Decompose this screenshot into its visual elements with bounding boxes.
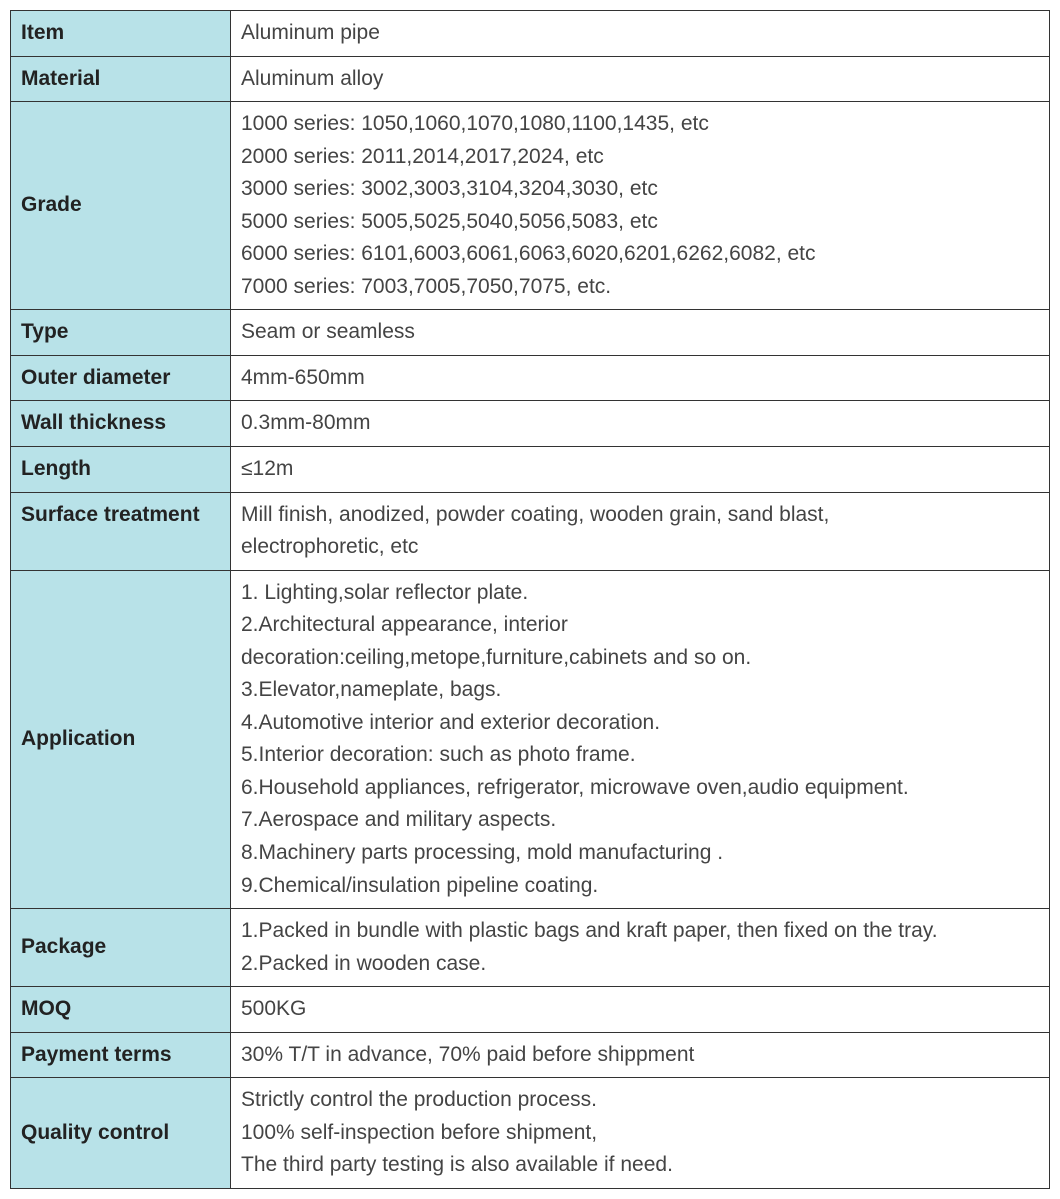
value-line: 7.Aerospace and military aspects. [241, 804, 1039, 837]
value-line: 2.Architectural appearance, interior [241, 609, 1039, 642]
row-label: Wall thickness [11, 401, 231, 447]
value-line: Strictly control the production process. [241, 1084, 1039, 1117]
row-label: Package [11, 909, 231, 987]
value-line: 8.Machinery parts processing, mold manuf… [241, 837, 1039, 870]
value-line: electrophoretic, etc [241, 531, 1039, 564]
row-label: Outer diameter [11, 355, 231, 401]
row-value: Aluminum alloy [231, 56, 1050, 102]
row-value: Seam or seamless [231, 310, 1050, 356]
table-row: Material Aluminum alloy [11, 56, 1050, 102]
row-value: 1.Packed in bundle with plastic bags and… [231, 909, 1050, 987]
value-line: 2.Packed in wooden case. [241, 948, 1039, 981]
row-label: Length [11, 447, 231, 493]
row-label: Quality control [11, 1078, 231, 1189]
row-label: Surface treatment [11, 492, 231, 570]
row-value: 4mm-650mm [231, 355, 1050, 401]
row-label: Grade [11, 102, 231, 310]
table-row: Payment terms 30% T/T in advance, 70% pai… [11, 1032, 1050, 1078]
value-line: Aluminum pipe [241, 17, 1039, 50]
row-value: 1000 series: 1050,1060,1070,1080,1100,14… [231, 102, 1050, 310]
value-line: 0.3mm-80mm [241, 407, 1039, 440]
row-value: 500KG [231, 987, 1050, 1033]
spec-table: Item Aluminum pipe Material Aluminum alloy G… [10, 10, 1050, 1189]
value-line: 9.Chemical/insulation pipeline coating. [241, 870, 1039, 903]
value-line: 5.Interior decoration: such as photo fra… [241, 739, 1039, 772]
value-line: 1000 series: 1050,1060,1070,1080,1100,14… [241, 108, 1039, 141]
table-row: Surface treatment Mill finish, anodized, … [11, 492, 1050, 570]
row-label: Type [11, 310, 231, 356]
value-line: 5000 series: 5005,5025,5040,5056,5083, e… [241, 206, 1039, 239]
row-value: 30% T/T in advance, 70% paid before ship… [231, 1032, 1050, 1078]
row-value: Strictly control the production process.… [231, 1078, 1050, 1189]
value-line: 1.Packed in bundle with plastic bags and… [241, 915, 1039, 948]
row-value: Mill finish, anodized, powder coating, w… [231, 492, 1050, 570]
value-line: 30% T/T in advance, 70% paid before ship… [241, 1039, 1039, 1072]
row-value: 1. Lighting,solar reflector plate.2.Arch… [231, 570, 1050, 908]
row-label: MOQ [11, 987, 231, 1033]
row-label: Material [11, 56, 231, 102]
row-label: Application [11, 570, 231, 908]
spec-table-body: Item Aluminum pipe Material Aluminum alloy G… [11, 11, 1050, 1189]
row-label: Payment terms [11, 1032, 231, 1078]
value-line: 4mm-650mm [241, 362, 1039, 395]
table-row: Application1. Lighting,solar reflector p… [11, 570, 1050, 908]
table-row: Length ≤12m [11, 447, 1050, 493]
value-line: 6.Household appliances, refrigerator, mi… [241, 772, 1039, 805]
value-line: 3000 series: 3002,3003,3104,3204,3030, e… [241, 173, 1039, 206]
value-line: 100% self-inspection before shipment, [241, 1117, 1039, 1150]
table-row: Outer diameter 4mm-650mm [11, 355, 1050, 401]
table-row: Quality controlStrictly control the prod… [11, 1078, 1050, 1189]
value-line: 500KG [241, 993, 1039, 1026]
table-row: MOQ 500KG [11, 987, 1050, 1033]
table-row: Type Seam or seamless [11, 310, 1050, 356]
row-value: Aluminum pipe [231, 11, 1050, 57]
value-line: Seam or seamless [241, 316, 1039, 349]
row-label: Item [11, 11, 231, 57]
value-line: 2000 series: 2011,2014,2017,2024, etc [241, 141, 1039, 174]
table-row: Grade 1000 series: 1050,1060,1070,1080,11… [11, 102, 1050, 310]
value-line: 4.Automotive interior and exterior decor… [241, 707, 1039, 740]
value-line: Mill finish, anodized, powder coating, w… [241, 499, 1039, 532]
value-line: 7000 series: 7003,7005,7050,7075, etc. [241, 271, 1039, 304]
value-line: 3.Elevator,nameplate, bags. [241, 674, 1039, 707]
row-value: ≤12m [231, 447, 1050, 493]
value-line: decoration:ceiling,metope,furniture,cabi… [241, 642, 1039, 675]
value-line: 1. Lighting,solar reflector plate. [241, 577, 1039, 610]
table-row: Package 1.Packed in bundle with plastic b… [11, 909, 1050, 987]
row-value: 0.3mm-80mm [231, 401, 1050, 447]
value-line: ≤12m [241, 453, 1039, 486]
table-row: Wall thickness 0.3mm-80mm [11, 401, 1050, 447]
table-row: Item Aluminum pipe [11, 11, 1050, 57]
value-line: 6000 series: 6101,6003,6061,6063,6020,62… [241, 238, 1039, 271]
value-line: Aluminum alloy [241, 63, 1039, 96]
value-line: The third party testing is also availabl… [241, 1149, 1039, 1182]
